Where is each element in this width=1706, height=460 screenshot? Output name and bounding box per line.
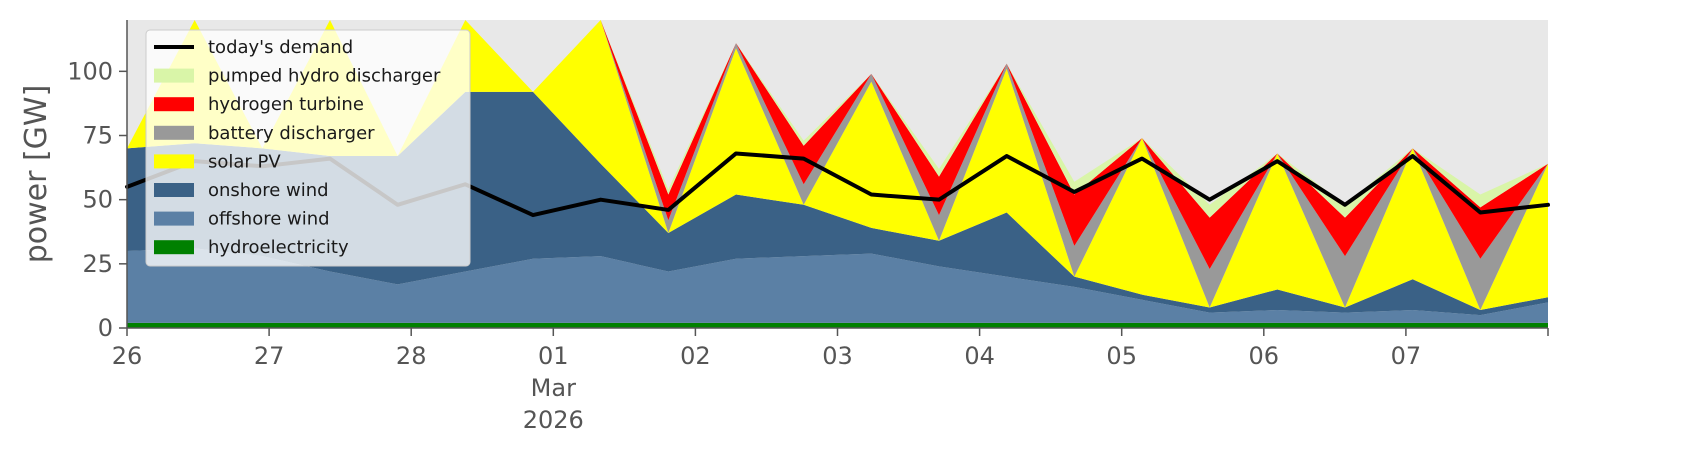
legend-swatch — [154, 97, 194, 112]
legend-label: pumped hydro discharger — [208, 66, 441, 87]
y-tick-label: 75 — [82, 122, 113, 150]
y-tick-label: 100 — [67, 57, 113, 85]
x-tick-label: 05 — [1106, 342, 1137, 370]
y-axis-label: power [GW] — [19, 85, 54, 264]
y-tick-label: 0 — [98, 314, 113, 342]
legend-swatch — [154, 211, 194, 226]
area-solar-pv — [127, 20, 1548, 311]
x-tick-label: 26 — [112, 342, 143, 370]
x-tick-month-label: Mar — [531, 374, 576, 402]
area-offshore-wind — [127, 248, 1548, 323]
legend: today's demand pumped hydro discharger hyd… — [145, 29, 471, 267]
legend-label: onshore wind — [208, 180, 329, 201]
y-tick-label: 50 — [82, 186, 113, 214]
legend-swatch — [154, 154, 194, 169]
area-hydrogen-turbine — [127, 20, 1548, 269]
stacked-areas — [127, 20, 1548, 328]
axes: 0 25 50 75 100 26 27 28 01 02 03 04 05 06 07 Mar 2026 pow… — [19, 20, 1549, 434]
x-tick-label: 28 — [396, 342, 427, 370]
area-onshore-wind — [127, 91, 1548, 316]
legend-swatch — [154, 183, 194, 197]
x-tick-year-label: 2026 — [523, 406, 584, 434]
legend-swatch — [154, 240, 194, 255]
legend-box — [145, 29, 471, 267]
legend-label: hydrogen turbine — [208, 94, 364, 115]
x-tick-label: 27 — [254, 342, 285, 370]
x-tick-label: 06 — [1249, 342, 1280, 370]
x-tick-label: 07 — [1391, 342, 1422, 370]
legend-label: hydroelectricity — [208, 237, 349, 258]
y-tick-label: 25 — [82, 250, 113, 278]
legend-label: offshore wind — [208, 209, 330, 230]
x-tick-label: 02 — [680, 342, 711, 370]
x-tick-label: 01 — [538, 342, 569, 370]
legend-swatch — [154, 68, 194, 83]
legend-label: battery discharger — [208, 123, 375, 144]
x-tick-label: 03 — [822, 342, 853, 370]
area-hydroelectricity — [127, 322, 1548, 328]
x-tick-label: 04 — [964, 342, 995, 370]
legend-label: today's demand — [208, 37, 353, 58]
area-battery-discharger — [127, 20, 1548, 311]
legend-label: solar PV — [208, 151, 281, 172]
legend-swatch — [154, 125, 194, 140]
